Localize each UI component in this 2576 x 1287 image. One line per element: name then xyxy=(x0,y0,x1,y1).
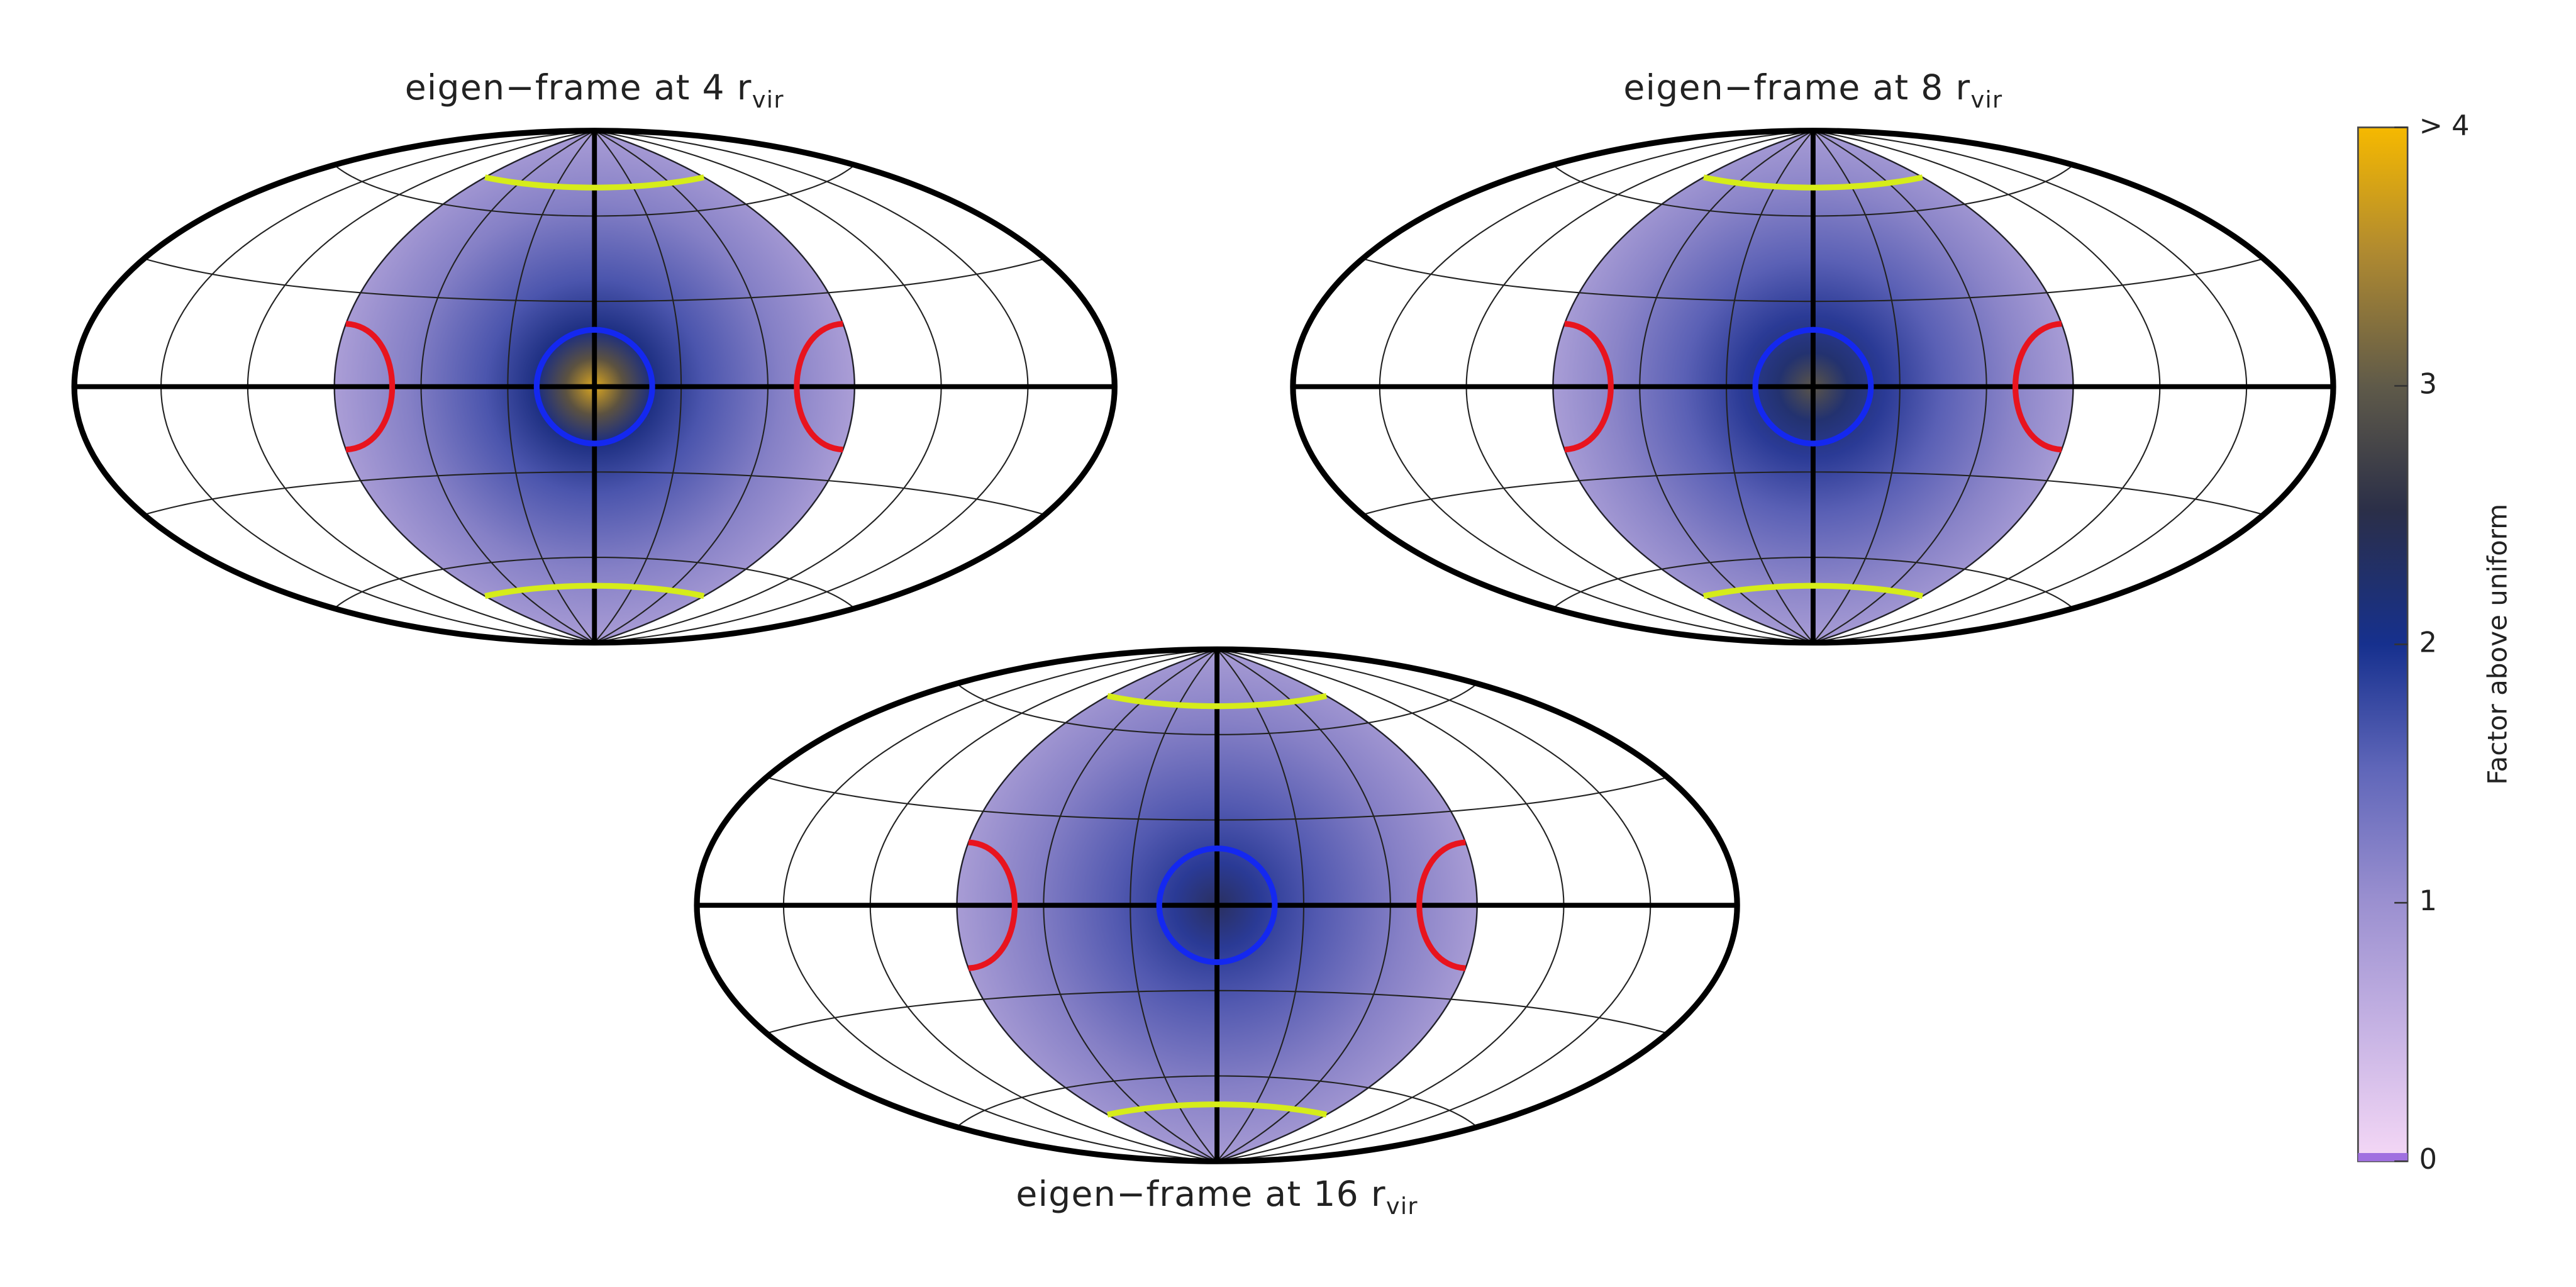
sky-map xyxy=(71,128,1118,646)
map-title-subscript: vir xyxy=(752,86,784,113)
red-arc xyxy=(1564,321,1614,453)
blue-circle xyxy=(533,326,655,447)
colorbar-tick-label: 2 xyxy=(2419,626,2437,659)
yellow-arc xyxy=(1107,1101,1328,1118)
red-arc xyxy=(1416,839,1466,971)
map-title-main: eigen−frame at 16 r xyxy=(1016,1174,1385,1215)
colorbar-tick-label: > 4 xyxy=(2419,109,2470,142)
maps xyxy=(71,128,2336,1164)
map-title-main: eigen−frame at 4 r xyxy=(405,68,752,108)
colorbar-tick-label: 3 xyxy=(2419,367,2437,400)
map-outline xyxy=(1290,128,2336,646)
red-arc xyxy=(2012,321,2062,453)
map-title-subscript: vir xyxy=(1386,1193,1418,1220)
colorbar-label: Factor above uniform xyxy=(2482,504,2513,785)
colorbar-tick-label: 0 xyxy=(2419,1143,2437,1176)
yellow-arc xyxy=(1702,174,1923,191)
colorbar-underflow xyxy=(2358,1153,2408,1162)
sky-map xyxy=(1290,128,2336,646)
red-arc xyxy=(794,321,843,453)
colorbar: Factor above uniform 0 1 2 3 > 4 xyxy=(2357,109,2513,1176)
map-title-subscript: vir xyxy=(1970,86,2002,113)
yellow-arc xyxy=(484,174,705,191)
yellow-arc xyxy=(484,582,705,599)
map-title-main: eigen−frame at 8 r xyxy=(1623,68,1970,108)
map-outline xyxy=(71,128,1118,646)
yellow-arc xyxy=(1702,582,1923,599)
red-arc xyxy=(968,839,1018,971)
red-arc xyxy=(345,321,396,453)
map-title: eigen−frame at 16 rvir xyxy=(1016,1174,1418,1220)
blue-circle xyxy=(1156,845,1278,966)
yellow-arc xyxy=(1107,693,1328,710)
map-title: eigen−frame at 8 rvir xyxy=(1623,68,2002,113)
blue-circle xyxy=(1752,326,1874,447)
sky-map xyxy=(694,646,1740,1164)
colorbar-tick-label: 1 xyxy=(2419,884,2437,917)
map-title: eigen−frame at 4 rvir xyxy=(405,68,784,113)
map-outline xyxy=(694,646,1740,1164)
